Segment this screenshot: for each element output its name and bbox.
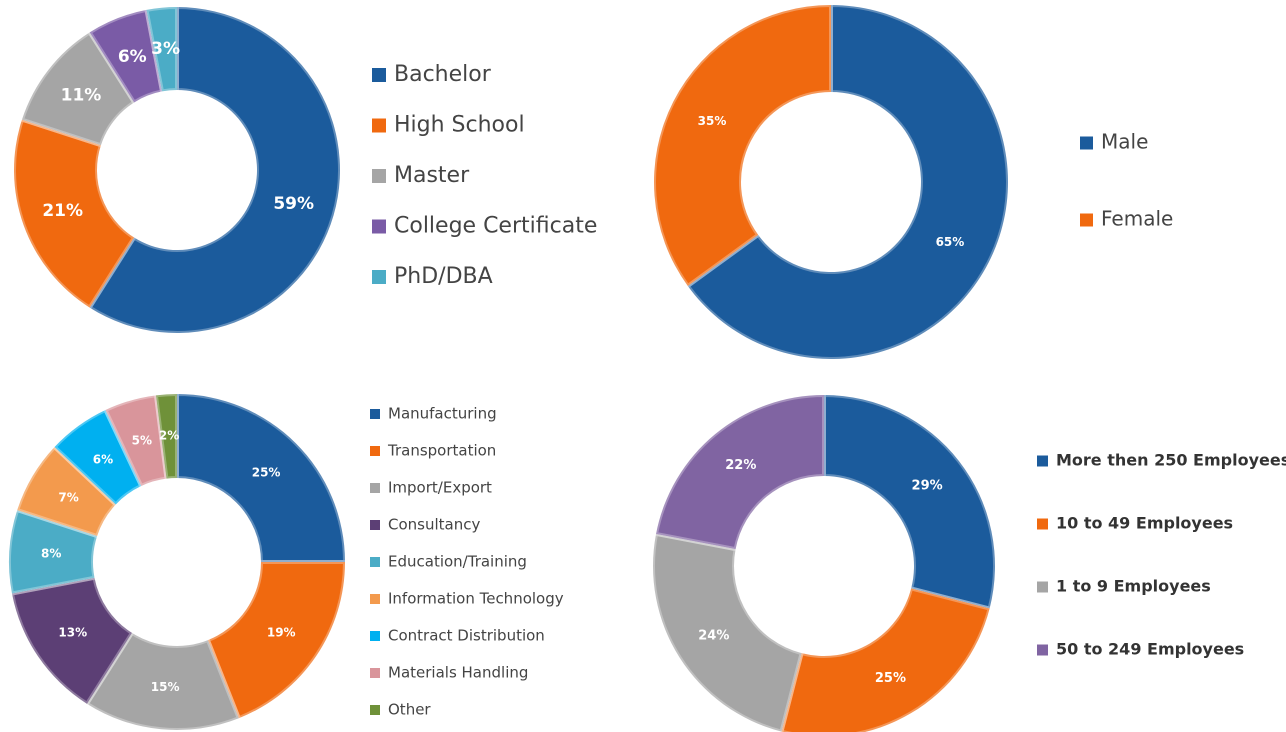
legend-swatch [1080, 213, 1093, 227]
legend-swatch [1037, 644, 1048, 656]
legend-swatch [370, 520, 380, 530]
donut-slice [652, 2, 833, 289]
legend-swatch [372, 118, 386, 133]
data-label: 22% [725, 458, 756, 473]
legend-label: 50 to 249 Employees [1056, 640, 1244, 659]
data-label: 6% [118, 47, 147, 67]
donut-slice [144, 4, 179, 94]
data-label: 15% [151, 680, 180, 694]
legend-swatch [370, 631, 380, 641]
data-label: 35% [698, 114, 727, 128]
legend-label: Education/Training [388, 553, 527, 571]
legend-label: Consultancy [388, 516, 480, 534]
legend-swatch [370, 446, 380, 456]
legend-swatch [372, 270, 386, 284]
data-label: 29% [912, 479, 943, 494]
donut-slice [651, 531, 805, 732]
legend-label: Male [1101, 130, 1148, 154]
legend-swatch [372, 169, 386, 183]
donut-slice [822, 392, 997, 611]
data-label: 25% [875, 671, 906, 686]
data-label: 19% [267, 625, 296, 639]
legend-swatch [1037, 455, 1048, 467]
legend-label: 1 to 9 Employees [1056, 577, 1211, 596]
legend-swatch [370, 668, 380, 678]
legend-swatch [370, 594, 380, 604]
donut-slice [685, 2, 1010, 361]
legend-swatch [372, 219, 386, 234]
legend-label: PhD/DBA [394, 264, 493, 289]
legend-label: Materials Handling [388, 664, 528, 682]
legend-swatch [1080, 136, 1093, 150]
legend-swatch [370, 705, 380, 715]
data-label: 25% [252, 465, 281, 479]
donut-slice [86, 4, 342, 335]
data-label: 6% [93, 453, 113, 467]
donut-slice [779, 585, 993, 732]
legend-swatch [370, 483, 380, 493]
donut-slice [7, 507, 100, 596]
legend-label: Female [1101, 207, 1173, 231]
legend-label: Import/Export [388, 479, 492, 497]
legend-swatch [1037, 518, 1048, 530]
legend-label: Transportation [387, 442, 496, 460]
donut-slice [653, 392, 826, 552]
data-label: 5% [132, 434, 152, 448]
donut-slice [12, 117, 137, 311]
legend-label: 10 to 49 Employees [1056, 514, 1233, 533]
legend-label: Bachelor [394, 62, 492, 87]
legend-label: Information Technology [388, 590, 564, 608]
data-label: 21% [42, 201, 83, 221]
data-label: 59% [273, 194, 314, 214]
data-label: 65% [936, 235, 965, 249]
legend-swatch [370, 409, 380, 419]
donut-slice [102, 393, 169, 489]
donut-slice [86, 7, 165, 106]
legend-label: Manufacturing [388, 405, 497, 423]
legend-label: Master [394, 163, 470, 188]
data-label: 11% [61, 86, 102, 106]
legend-swatch [372, 68, 386, 82]
legend-label: Contract Distribution [388, 627, 545, 645]
data-label: 8% [41, 547, 61, 561]
legend-label: College Certificate [394, 214, 597, 239]
legend-swatch [1037, 581, 1048, 593]
data-label: 3% [151, 39, 180, 59]
data-label: 2% [159, 429, 179, 443]
donut-slice [205, 560, 348, 721]
data-label: 13% [58, 625, 87, 639]
donut-slice [19, 29, 137, 148]
donut-slice [153, 391, 179, 481]
legend-label: Other [388, 701, 431, 719]
donut-slice [9, 575, 135, 707]
donut-slice [175, 391, 348, 564]
data-label: 7% [58, 490, 78, 504]
legend-label: More then 250 Employees [1056, 451, 1286, 470]
legend-swatch [370, 557, 380, 567]
donut-slice [84, 630, 242, 732]
data-label: 24% [698, 628, 729, 643]
legend-label: High School [394, 113, 525, 138]
